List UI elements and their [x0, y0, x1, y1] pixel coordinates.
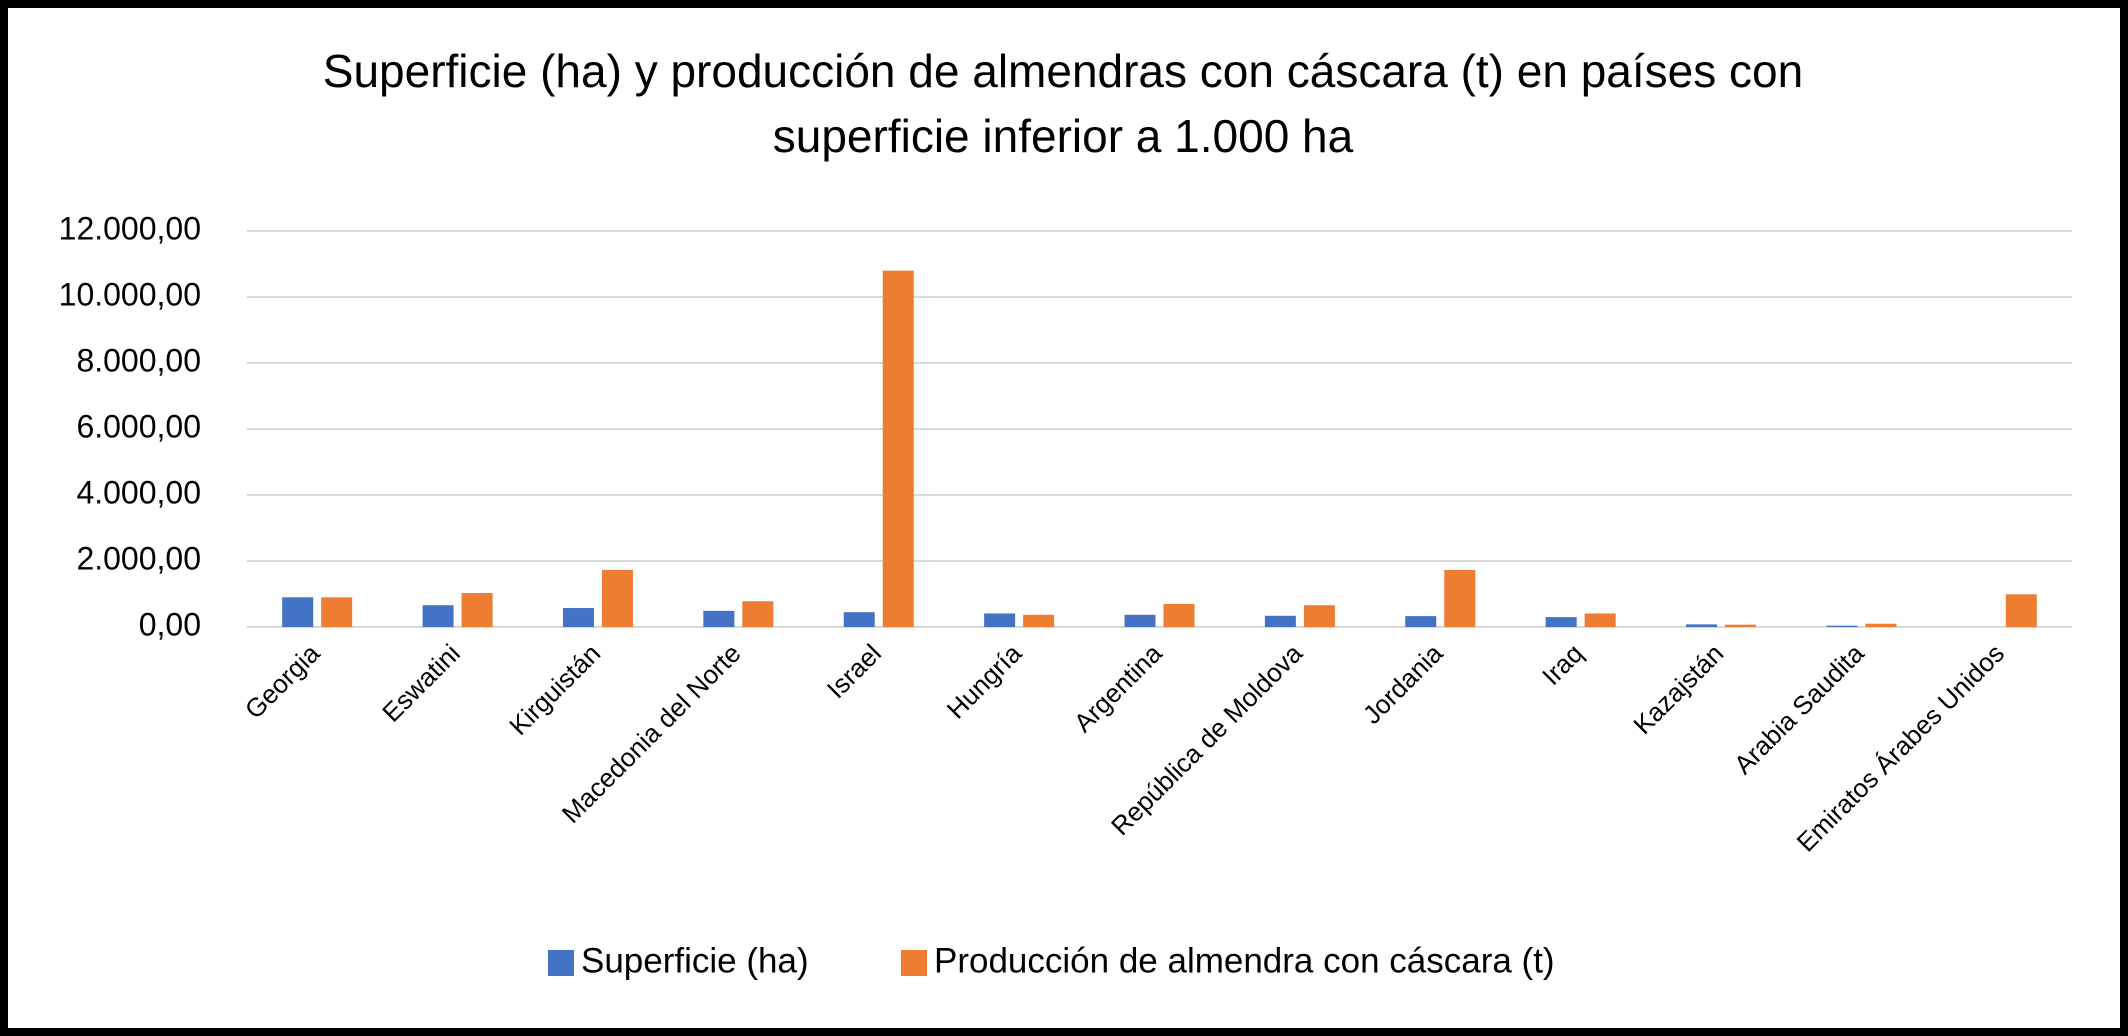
legend-label: Superficie (ha)	[581, 941, 809, 980]
bar	[601, 569, 633, 627]
bar	[321, 597, 353, 627]
bar	[1725, 624, 1757, 627]
bar	[742, 601, 774, 627]
y-tick-label: 2.000,00	[76, 540, 201, 576]
bar	[1163, 603, 1195, 627]
bar	[562, 608, 594, 627]
y-tick-label: 8.000,00	[76, 342, 201, 378]
y-tick-label: 12.000,00	[59, 210, 201, 246]
legend-label: Producción de almendra con cáscara (t)	[934, 941, 1555, 980]
legend-swatch	[548, 950, 574, 976]
bar	[1545, 617, 1577, 627]
bar	[984, 613, 1016, 627]
bar	[703, 610, 735, 627]
y-tick-label: 6.000,00	[76, 408, 201, 444]
bar	[1826, 625, 1858, 627]
bar	[1865, 623, 1897, 627]
bar	[1023, 614, 1055, 627]
bar	[461, 593, 493, 627]
bar	[282, 597, 314, 627]
bar	[1303, 605, 1335, 627]
chart-title: superficie inferior a 1.000 ha	[773, 110, 1354, 162]
legend-swatch	[901, 950, 927, 976]
y-tick-label: 4.000,00	[76, 474, 201, 510]
bar	[1124, 614, 1156, 627]
bar	[882, 270, 914, 627]
y-tick-label: 10.000,00	[59, 276, 201, 312]
bar	[1444, 569, 1476, 627]
bar	[422, 605, 454, 627]
bar	[843, 612, 875, 627]
bar	[1584, 613, 1616, 627]
chart-title: Superficie (ha) y producción de almendra…	[323, 45, 1803, 97]
bar	[1405, 616, 1437, 627]
bar	[2005, 594, 2037, 627]
y-tick-label: 0,00	[139, 606, 201, 642]
bar	[1686, 624, 1718, 627]
bar	[1264, 615, 1296, 627]
